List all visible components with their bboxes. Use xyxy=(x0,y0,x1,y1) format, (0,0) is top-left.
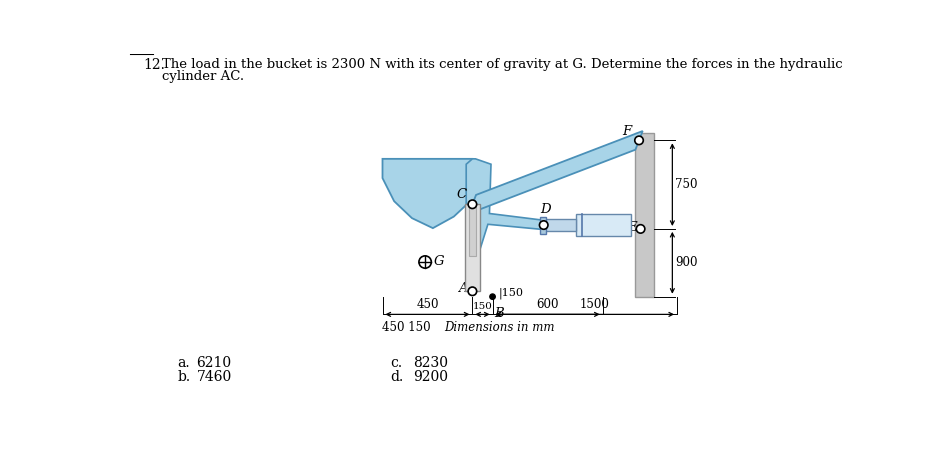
Polygon shape xyxy=(466,159,553,249)
Circle shape xyxy=(635,136,644,145)
Bar xyxy=(469,204,475,257)
Text: E: E xyxy=(627,221,637,234)
Text: A: A xyxy=(458,282,467,295)
Text: G: G xyxy=(434,255,445,268)
Text: 450: 450 xyxy=(416,298,439,311)
Circle shape xyxy=(468,200,477,208)
Text: Dimensions in mm: Dimensions in mm xyxy=(445,321,555,334)
Text: d.: d. xyxy=(390,370,404,384)
Circle shape xyxy=(468,287,477,295)
Text: c.: c. xyxy=(390,356,403,370)
Circle shape xyxy=(540,221,548,229)
Text: 8230: 8230 xyxy=(413,356,448,370)
Text: D: D xyxy=(540,203,550,216)
Bar xyxy=(544,219,576,231)
Bar xyxy=(635,133,654,297)
Text: 900: 900 xyxy=(676,256,698,269)
Text: 9200: 9200 xyxy=(413,370,448,384)
Text: 7460: 7460 xyxy=(196,370,231,384)
Polygon shape xyxy=(383,159,472,228)
Text: 12.: 12. xyxy=(144,58,166,72)
Text: 450 150: 450 150 xyxy=(383,321,431,334)
Bar xyxy=(465,204,480,291)
Text: b.: b. xyxy=(177,370,190,384)
Circle shape xyxy=(490,294,495,299)
Bar xyxy=(576,214,630,236)
Text: |150: |150 xyxy=(499,287,524,299)
Text: 150: 150 xyxy=(472,302,492,311)
Text: 1500: 1500 xyxy=(580,298,610,311)
Text: The load in the bucket is 2300 N with its center of gravity at G. Determine the : The load in the bucket is 2300 N with it… xyxy=(162,58,843,71)
Text: cylinder AC.: cylinder AC. xyxy=(162,70,244,83)
Text: C: C xyxy=(456,188,466,201)
Text: 600: 600 xyxy=(536,298,559,311)
Bar xyxy=(540,216,546,234)
Text: a.: a. xyxy=(177,356,189,370)
Polygon shape xyxy=(468,131,643,214)
Circle shape xyxy=(636,225,645,233)
Text: B: B xyxy=(494,308,504,321)
Text: 750: 750 xyxy=(676,178,698,191)
Text: 6210: 6210 xyxy=(196,356,231,370)
Text: F: F xyxy=(622,125,631,138)
